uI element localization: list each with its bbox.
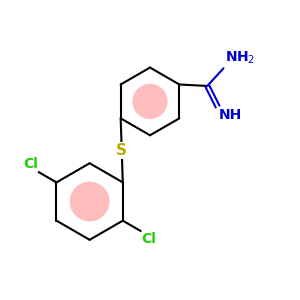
Text: S: S bbox=[116, 143, 127, 158]
Text: Cl: Cl bbox=[142, 232, 156, 246]
Circle shape bbox=[70, 182, 110, 221]
Text: NH$_2$: NH$_2$ bbox=[225, 50, 255, 66]
Text: NH: NH bbox=[219, 108, 242, 122]
Circle shape bbox=[132, 84, 168, 119]
Text: Cl: Cl bbox=[23, 157, 38, 171]
